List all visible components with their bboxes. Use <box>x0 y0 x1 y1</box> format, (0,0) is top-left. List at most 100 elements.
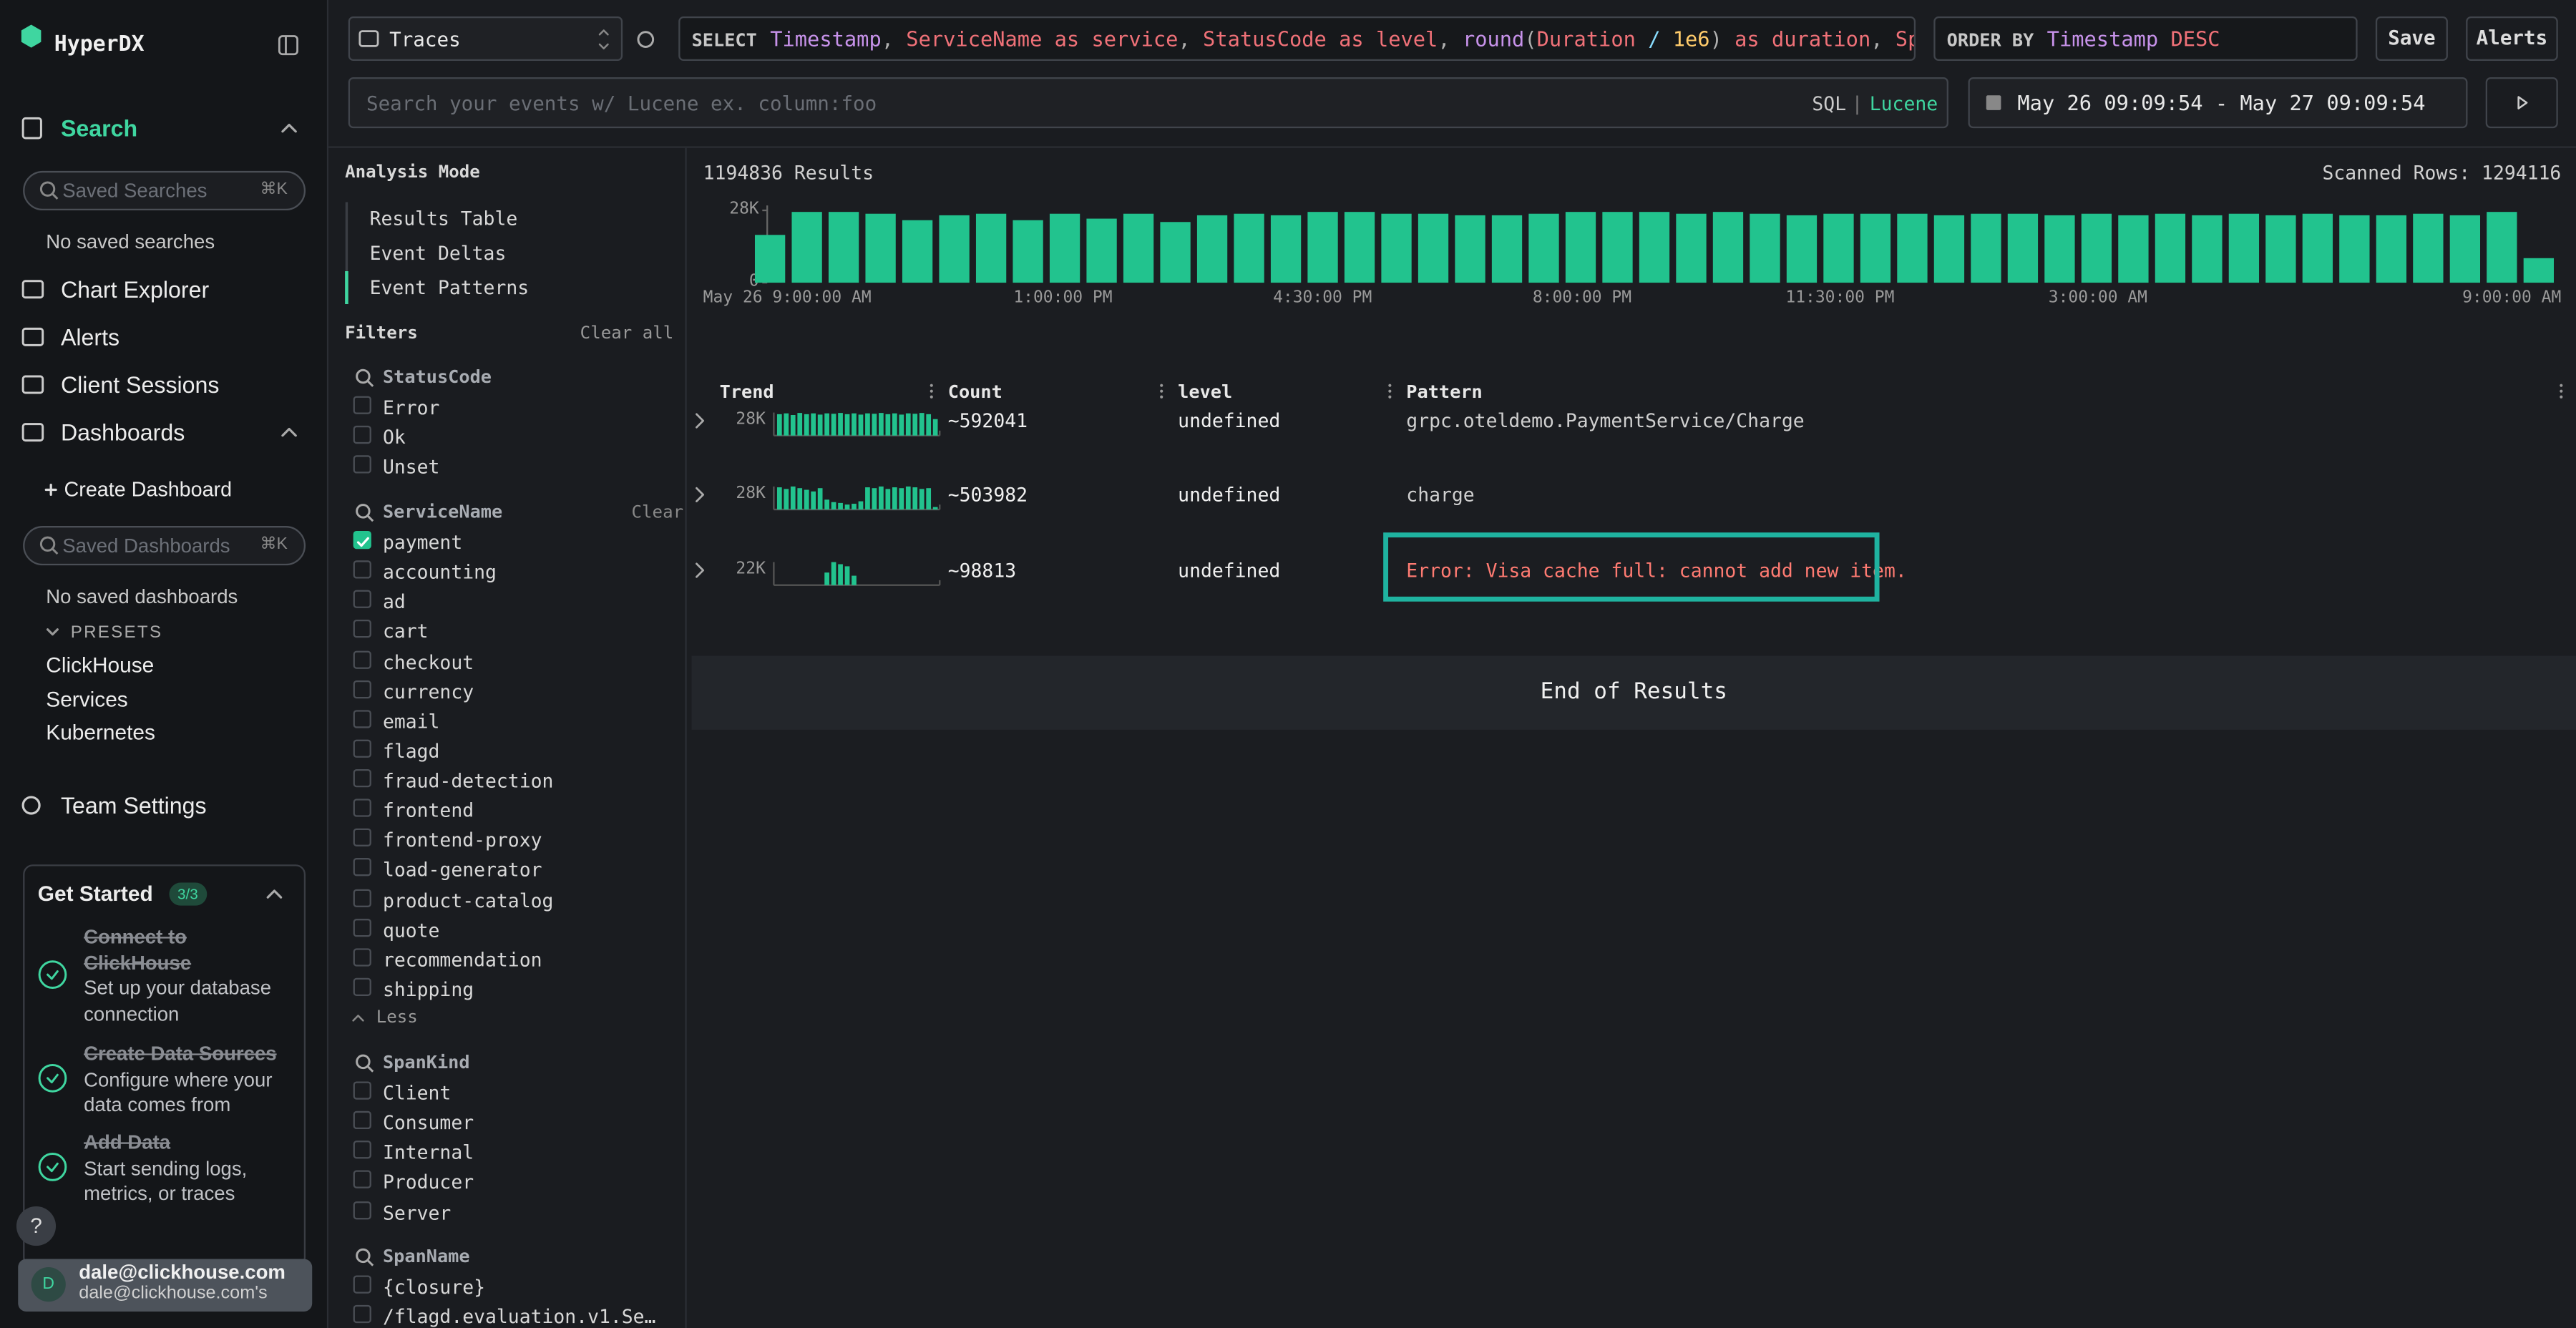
x-tick-label: 1:00:00 PM <box>1013 289 1113 308</box>
nav-item[interactable]: Client Sessions <box>60 371 220 398</box>
x-tick-label: 3:00:00 AM <box>2048 289 2148 308</box>
column-header: Count <box>947 381 1002 403</box>
sql-keyword: ORDER BY <box>1946 29 2034 52</box>
nav-search[interactable]: Search <box>60 114 138 142</box>
search-placeholder: Search your events w/ Lucene ex. column:… <box>366 92 877 115</box>
filter-option: Server <box>382 1201 452 1224</box>
save-button[interactable]: Save <box>2375 16 2448 61</box>
filter-option: Consumer <box>382 1111 474 1135</box>
saved-search-input[interactable] <box>23 526 306 566</box>
checkbox[interactable] <box>353 560 371 579</box>
step-description: Start sending logs, metrics, or traces <box>84 1156 248 1205</box>
presets-title: PRESETS <box>70 622 163 643</box>
checkbox[interactable] <box>353 769 371 788</box>
preset-item[interactable]: Services <box>46 686 128 711</box>
nav-item[interactable]: Alerts <box>60 323 120 351</box>
filter-clear[interactable]: Clear <box>631 502 684 523</box>
help-button[interactable]: ? <box>16 1206 57 1246</box>
checkbox[interactable] <box>353 977 371 996</box>
row-count[interactable]: ~592041 <box>947 409 1028 433</box>
analysis-mode-option[interactable]: Event Deltas <box>369 241 507 265</box>
checkbox[interactable] <box>353 530 371 550</box>
filter-group-name: ServiceName <box>382 501 503 523</box>
checkbox[interactable] <box>353 680 371 698</box>
trend-max-label: 22K <box>736 560 766 579</box>
checkbox[interactable] <box>353 396 371 414</box>
show-less[interactable]: Less <box>376 1007 418 1027</box>
sql-token: as duration <box>1722 26 1871 52</box>
nav-item[interactable]: Dashboards <box>60 419 185 446</box>
team-settings[interactable]: Team Settings <box>60 792 207 819</box>
filter-option: Ok <box>382 426 406 449</box>
preset-item[interactable]: ClickHouse <box>46 652 155 678</box>
checkbox[interactable] <box>353 590 371 609</box>
x-tick-label: 11:30:00 PM <box>1785 289 1895 308</box>
create-dashboard[interactable]: Create Dashboard <box>64 478 233 502</box>
filter-option: Unset <box>382 455 440 479</box>
source-name: Traces <box>389 28 461 52</box>
checkbox[interactable] <box>353 455 371 474</box>
checkbox[interactable] <box>353 1111 371 1130</box>
sql-token: DESC <box>2158 26 2220 52</box>
row-level[interactable]: undefined <box>1178 558 1281 582</box>
checkbox[interactable] <box>353 1081 371 1100</box>
nav-item[interactable]: Chart Explorer <box>60 275 210 303</box>
run-button[interactable] <box>2485 77 2558 129</box>
checkbox[interactable] <box>353 1305 371 1324</box>
row-pattern[interactable]: charge <box>1406 483 1475 507</box>
alerts-button[interactable]: Alerts <box>2466 16 2558 61</box>
time-range-picker[interactable] <box>1968 77 2468 129</box>
saved-search-input[interactable] <box>23 170 306 211</box>
onboarding-step: Create Data Sources Configure where your … <box>84 1042 294 1118</box>
preset-item[interactable]: Kubernetes <box>46 720 155 746</box>
language-sql[interactable]: SQL <box>1812 92 1847 115</box>
checkbox[interactable] <box>353 1141 371 1159</box>
sql-token: ) <box>1709 26 1722 52</box>
analysis-mode-option[interactable]: Results Table <box>369 207 518 230</box>
row-count[interactable]: ~503982 <box>947 483 1028 507</box>
filter-option: Producer <box>382 1171 474 1194</box>
checkbox[interactable] <box>353 739 371 758</box>
search-input[interactable] <box>348 77 1948 129</box>
checkbox[interactable] <box>353 1171 371 1189</box>
section-title: Filters <box>345 323 418 344</box>
user-avatar: D <box>31 1267 66 1302</box>
step-title: Connect to ClickHouse <box>84 925 192 974</box>
row-pattern[interactable]: Error: Visa cache full: cannot add new i… <box>1406 558 1907 582</box>
checkbox[interactable] <box>353 918 371 937</box>
row-pattern[interactable]: grpc.oteldemo.PaymentService/Charge <box>1406 409 1805 433</box>
row-level[interactable]: undefined <box>1178 483 1281 507</box>
section-title: Analysis Mode <box>345 162 480 182</box>
checkbox[interactable] <box>353 1275 371 1294</box>
sql-token: StatusCode as level <box>1203 26 1438 52</box>
checkbox[interactable] <box>353 799 371 817</box>
row-level[interactable]: undefined <box>1178 409 1281 433</box>
checkbox[interactable] <box>353 709 371 728</box>
analysis-mode-option[interactable]: Event Patterns <box>369 275 530 300</box>
checkbox[interactable] <box>353 888 371 907</box>
trend-max-label: 28K <box>736 484 766 503</box>
checkbox[interactable] <box>353 1201 371 1219</box>
language-lucene[interactable]: Lucene <box>1869 92 1938 115</box>
clear-all[interactable]: Clear all <box>580 323 674 344</box>
x-tick-label: 8:00:00 PM <box>1532 289 1632 308</box>
checkbox[interactable] <box>353 426 371 444</box>
user-team: dale@clickhouse.com's <box>79 1283 268 1304</box>
row-count[interactable]: ~98813 <box>947 558 1017 582</box>
time-range: May 26 09:09:54 - May 27 09:09:54 <box>2017 90 2426 115</box>
filter-group-name: StatusCode <box>382 366 492 389</box>
filter-option: fraud-detection <box>382 769 554 793</box>
order-by-editor[interactable]: ORDER BY Timestamp DESC <box>1933 16 2358 61</box>
checkbox[interactable] <box>353 650 371 668</box>
checkbox[interactable] <box>353 859 371 877</box>
user-menu[interactable] <box>18 1259 313 1312</box>
trend-max-label: 28K <box>736 411 766 429</box>
sql-token: Timestamp <box>770 26 882 52</box>
step-title: Create Data Sources <box>84 1042 277 1065</box>
select-editor[interactable]: SELECT Timestamp, ServiceName as service,… <box>678 16 1916 61</box>
source-select[interactable] <box>348 16 623 61</box>
checkbox[interactable] <box>353 620 371 639</box>
checkbox[interactable] <box>353 947 371 967</box>
checkbox[interactable] <box>353 829 371 847</box>
